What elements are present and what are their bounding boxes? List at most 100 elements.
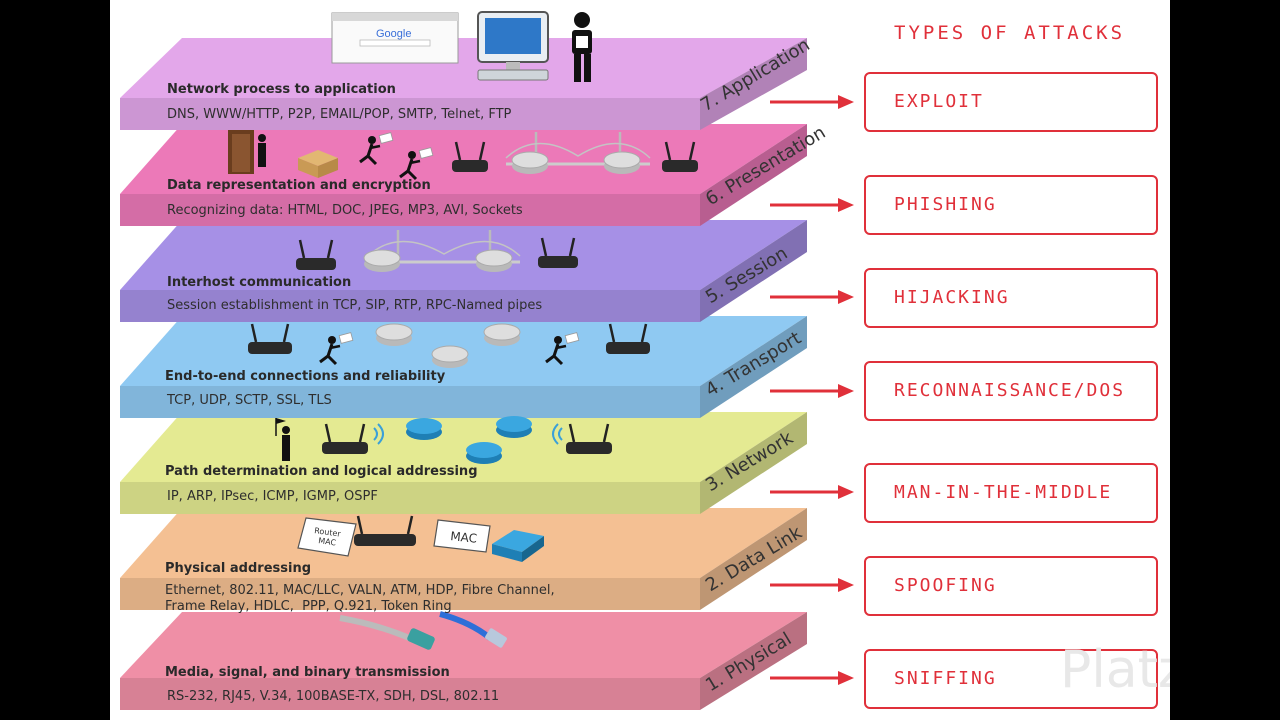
router-tag-label: MAC (318, 536, 337, 547)
attack-box-spoofing: SPOOFING (864, 556, 1158, 616)
attack-arrow-head (838, 578, 854, 592)
attack-box-exploit: EXPLOIT (864, 72, 1158, 132)
ethernet-cable-icon (439, 611, 507, 648)
layer-1-title: Media, signal, and binary transmission (165, 665, 450, 680)
layer-5-protocols: Session establishment in TCP, SIP, RTP, … (167, 298, 543, 313)
osi-diagram-canvas: Google Router MAC MAC Network process to ap… (110, 0, 1170, 720)
attack-arrow-head (838, 198, 854, 212)
layer-7-protocols: DNS, WWW/HTTP, P2P, EMAIL/POP, SMTP, Tel… (167, 107, 512, 122)
person-icon (572, 12, 592, 82)
router-icon (431, 345, 469, 368)
running-person-icon (545, 332, 580, 366)
layer-front-face (120, 578, 700, 610)
layer-front-face (120, 194, 700, 226)
layer-top-face (120, 220, 807, 290)
layer-slab-1 (120, 612, 807, 710)
layer-side-face (700, 412, 807, 514)
attack-box-hijacking: HIJACKING (864, 268, 1158, 328)
attack-label-man-in-the-middle: MAN-IN-THE-MIDDLE (894, 482, 1113, 503)
layer-3-protocols: IP, ARP, IPsec, ICMP, IGMP, OSPF (167, 489, 378, 504)
layer-6-title: Data representation and encryption (167, 178, 431, 193)
attack-arrow-head (838, 290, 854, 304)
router-icon (511, 151, 549, 174)
platzi-watermark: Platzi (1060, 640, 1170, 700)
layer-front-face (120, 98, 700, 130)
attack-box-phishing: PHISHING (864, 175, 1158, 235)
person-with-flag-icon (275, 418, 290, 461)
layer-side-face (700, 124, 807, 226)
layer-2-title: Physical addressing (165, 561, 312, 576)
wifi-signal-icon (552, 423, 563, 445)
wireless-router-icon (662, 141, 698, 172)
attack-label-exploit: EXPLOIT (894, 91, 984, 112)
wireless-router-icon (248, 323, 292, 354)
wifi-signal-icon (373, 423, 384, 445)
router-icon (363, 249, 401, 272)
attack-arrow-head (838, 485, 854, 499)
fiber-cable-icon (339, 615, 435, 650)
router-tag-label: Router (314, 526, 342, 539)
layer-slab-5 (120, 220, 807, 322)
router-icon (406, 418, 442, 440)
layer-side-face (700, 316, 807, 418)
layer-5-title: Interhost communication (167, 275, 352, 290)
layer-side-face (700, 38, 807, 130)
package-box-icon (298, 150, 338, 178)
google-logo-icon: Google (376, 28, 411, 40)
router-icon (475, 249, 513, 272)
attack-label-spoofing: SPOOFING (894, 575, 997, 596)
router-icon (466, 442, 502, 464)
layer-side-face (700, 508, 807, 610)
layer-front-face (120, 678, 700, 710)
router-icon (375, 323, 413, 346)
attack-box-reconnaissance-dos: RECONNAISSANCE/DOS (864, 361, 1158, 421)
layer-3-title: Path determination and logical addressin… (165, 464, 478, 479)
attack-label-sniffing: SNIFFING (894, 668, 997, 689)
layer-top-face (120, 124, 807, 194)
attacks-heading: TYPES OF ATTACKS (894, 22, 1126, 44)
network-switch-icon (492, 530, 544, 562)
attack-label-phishing: PHISHING (894, 194, 997, 215)
layer-slab-3 (120, 412, 807, 514)
wireless-router-icon (452, 141, 488, 172)
router-icon (483, 323, 521, 346)
wireless-router-icon (538, 237, 578, 268)
layer-top-face (120, 38, 807, 98)
layer-7-title: Network process to application (167, 82, 396, 97)
layer-4-title: End-to-end connections and reliability (165, 369, 446, 384)
layer-2-protocols: Ethernet, 802.11, MAC/LLC, VALN, ATM, HD… (165, 583, 555, 614)
attack-label-hijacking: HIJACKING (894, 287, 1010, 308)
attack-box-sniffing: SNIFFING (864, 649, 1158, 709)
wireless-router-icon (296, 239, 336, 270)
desktop-computer-icon (477, 11, 549, 81)
mac-tag-label: MAC (450, 529, 478, 546)
running-person-icon (399, 147, 434, 181)
running-person-icon (359, 132, 394, 166)
layer-side-face (700, 612, 807, 710)
layer-side-face (700, 220, 807, 322)
wireless-router-icon (606, 323, 650, 354)
attack-box-man-in-the-middle: MAN-IN-THE-MIDDLE (864, 463, 1158, 523)
mac-tag-icon: MAC (433, 519, 491, 553)
router-icon (496, 416, 532, 438)
layer-front-face (120, 290, 700, 322)
attack-arrow-head (838, 384, 854, 398)
attack-arrow-head (838, 95, 854, 109)
attack-label-reconnaissance-dos: RECONNAISSANCE/DOS (894, 380, 1126, 401)
layer-1-protocols: RS-232, RJ45, V.34, 100BASE-TX, SDH, DSL… (167, 689, 500, 704)
layer-6-protocols: Recognizing data: HTML, DOC, JPEG, MP3, … (167, 203, 523, 218)
attack-arrow-head (838, 671, 854, 685)
layer-slab-7 (120, 38, 807, 130)
router-icon (603, 151, 641, 174)
layer-top-face (120, 412, 807, 482)
wireless-router-icon (566, 423, 612, 454)
layer-top-face (120, 612, 807, 678)
door-icon (228, 130, 266, 174)
running-person-icon (319, 332, 354, 366)
layer-slab-6 (120, 124, 807, 226)
wireless-router-icon (354, 515, 416, 546)
layer-front-face (120, 482, 700, 514)
wireless-router-icon (322, 423, 368, 454)
